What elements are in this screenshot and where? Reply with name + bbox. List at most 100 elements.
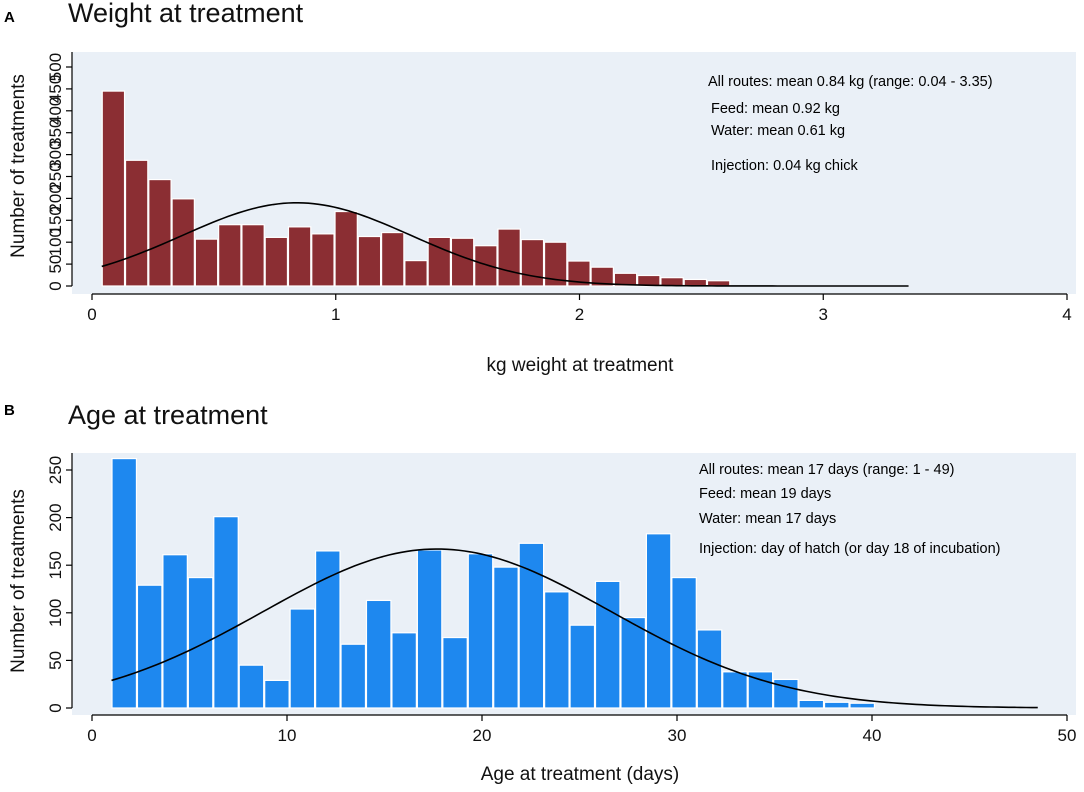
x-tick-label: 20 (473, 726, 492, 745)
histogram-bar (849, 702, 876, 709)
panel-b-x-axis-title: Age at treatment (days) (481, 764, 680, 785)
histogram-bar (357, 235, 382, 287)
histogram-bar (194, 238, 219, 287)
histogram-bar (111, 457, 138, 709)
panel-a-note-feed: Feed: mean 0.92 kg (711, 101, 840, 117)
histogram-bar (613, 272, 638, 287)
histogram-bar (365, 599, 392, 709)
y-tick-label: 400 (46, 97, 65, 125)
x-tick-label: 40 (863, 726, 882, 745)
y-tick-label: 100 (46, 228, 65, 256)
histogram-bar (520, 238, 545, 287)
histogram-bar (474, 245, 498, 287)
x-tick-label: 0 (87, 305, 96, 324)
panel-a-note-all-routes: All routes: mean 0.84 kg (range: 0.04 - … (708, 74, 993, 90)
histogram-bar (467, 553, 494, 709)
histogram-bar (722, 671, 748, 709)
panel-b-normal-curve (111, 548, 1038, 709)
y-tick-label: 100 (46, 599, 65, 627)
y-tick-label: 300 (46, 140, 65, 168)
panel-b-axes: 0 50 100 150 200 250 0 10 20 30 40 50 (46, 453, 1076, 745)
panel-b-note-feed: Feed: mean 19 days (699, 486, 831, 502)
panel-b-note-all-routes: All routes: mean 17 days (range: 1 - 49) (699, 462, 955, 478)
panel-b-note-water: Water: mean 17 days (699, 511, 836, 527)
panel-a-note-water: Water: mean 0.61 kg (711, 123, 845, 139)
y-tick-label: 250 (46, 162, 65, 190)
y-tick-label: 450 (46, 75, 65, 103)
x-tick-label: 2 (575, 305, 584, 324)
panel-b-title: Age at treatment (68, 400, 268, 430)
histogram-bar (136, 584, 163, 709)
histogram-bar (442, 636, 468, 709)
y-tick-label: 50 (46, 255, 65, 274)
histogram-bar (671, 576, 697, 709)
histogram-bar (798, 699, 825, 709)
panel-a-x-axis-title: kg weight at treatment (487, 355, 675, 376)
panel-a-normal-curve (101, 201, 909, 287)
histogram-bar (213, 516, 239, 709)
y-tick-label: 200 (46, 184, 65, 212)
histogram-bar (287, 226, 312, 287)
y-tick-label: 150 (46, 551, 65, 579)
histogram-bar (124, 159, 149, 287)
panel-a: A Weight at treatment 050100150200250300… (4, 0, 1076, 376)
histogram-bar (334, 210, 358, 287)
x-tick-label: 50 (1058, 726, 1077, 745)
histogram-bar (289, 608, 316, 709)
x-tick-label: 10 (278, 726, 297, 745)
histogram-bar (493, 566, 519, 709)
histogram-bar (620, 616, 646, 709)
histogram-bar (187, 576, 214, 709)
panel-b-bars (111, 457, 876, 709)
histogram-bar (391, 632, 417, 709)
y-tick-label: 250 (46, 456, 65, 484)
histogram-bar (645, 533, 672, 709)
histogram-bar (264, 236, 289, 287)
panel-b-annotations: All routes: mean 17 days (range: 1 - 49)… (699, 462, 1000, 557)
histogram-bar (450, 237, 475, 287)
panel-a-title: Weight at treatment (68, 0, 304, 28)
panel-a-note-injection: Injection: 0.04 kg chick (711, 158, 858, 174)
panel-a-annotations: All routes: mean 0.84 kg (range: 0.04 - … (708, 74, 993, 174)
y-tick-label: 350 (46, 119, 65, 147)
histogram-bar (314, 550, 341, 709)
y-tick-label: 150 (46, 206, 65, 234)
histogram-bar (238, 664, 265, 709)
histogram-bar (567, 260, 591, 287)
y-tick-label: 50 (46, 651, 65, 670)
histogram-bar (101, 90, 126, 287)
histogram-bar (544, 591, 570, 709)
histogram-bar (497, 228, 521, 287)
histogram-bar (380, 231, 405, 287)
panel-b: B Age at treatment 0 50 100 150 200 250 0 10 20 3… (4, 400, 1076, 785)
y-tick-label: 0 (46, 703, 65, 712)
x-tick-label: 0 (87, 726, 96, 745)
histogram-bar (594, 580, 621, 709)
histogram-bar (148, 178, 172, 287)
panel-b-letter: B (4, 402, 15, 419)
x-tick-label: 1 (331, 305, 340, 324)
y-tick-label: 500 (46, 53, 65, 81)
panel-b-y-axis-title: Number of treatments (8, 489, 29, 673)
histogram-bar (340, 643, 367, 709)
x-tick-label: 3 (819, 305, 828, 324)
histogram-bar (416, 549, 443, 709)
histogram-bar (823, 701, 850, 709)
histogram-bar (569, 624, 596, 709)
panel-b-note-injection: Injection: day of hatch (or day 18 of in… (699, 541, 1000, 557)
histogram-bar (696, 629, 723, 709)
histogram-bar (543, 241, 568, 287)
histogram-bar (264, 679, 290, 709)
x-tick-label: 30 (668, 726, 687, 745)
histogram-bar (162, 554, 188, 709)
histogram-bar (218, 224, 242, 287)
y-tick-label: 200 (46, 503, 65, 531)
y-tick-label: 0 (46, 281, 65, 290)
histogram-bar (311, 233, 335, 287)
panel-a-letter: A (4, 9, 15, 26)
x-tick-label: 4 (1062, 305, 1071, 324)
histogram-bar (171, 198, 195, 287)
histogram-bar (404, 259, 428, 287)
